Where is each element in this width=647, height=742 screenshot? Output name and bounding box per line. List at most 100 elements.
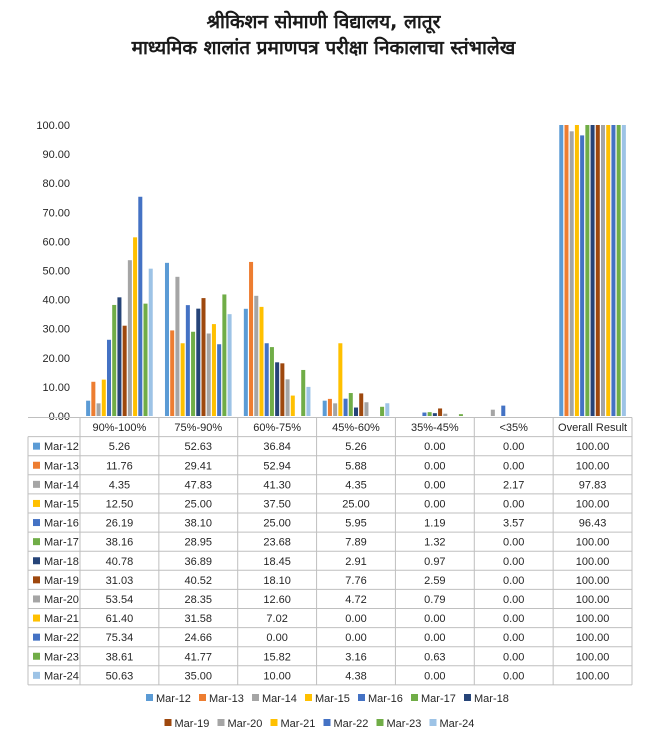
- data-label: 18.10: [263, 575, 291, 587]
- data-label: 41.30: [263, 479, 291, 491]
- bar: [564, 125, 569, 416]
- category-label: 90%-100%: [93, 422, 147, 434]
- data-label: 25.00: [263, 518, 291, 530]
- y-tick-label: 80.00: [42, 178, 70, 190]
- data-label: 7.89: [345, 537, 366, 549]
- data-label: 100.00: [576, 575, 610, 587]
- bar: [569, 131, 574, 416]
- data-label: 2.91: [345, 556, 366, 568]
- series-key: [33, 614, 40, 622]
- bar: [269, 347, 274, 416]
- bar: [322, 400, 327, 416]
- data-label: 0.00: [503, 537, 524, 549]
- bar: [348, 393, 353, 416]
- series-key: [33, 442, 40, 450]
- bar: [211, 324, 216, 416]
- category-label: 45%-60%: [332, 422, 380, 434]
- bar: [595, 125, 600, 416]
- data-label: 0.79: [424, 594, 445, 606]
- data-label: 4.38: [345, 670, 366, 682]
- series-name: Mar-13: [44, 460, 79, 472]
- data-label: 100.00: [576, 556, 610, 568]
- bar: [101, 379, 106, 417]
- legend-key: [217, 719, 225, 726]
- bar: [201, 298, 206, 416]
- legend-label: Mar-23: [387, 718, 422, 730]
- bar: [217, 344, 222, 416]
- data-label: 3.16: [345, 651, 366, 663]
- data-label: 35.00: [185, 670, 213, 682]
- data-label: 28.95: [185, 537, 213, 549]
- data-label: 0.00: [503, 632, 524, 644]
- series-name: Mar-21: [44, 613, 79, 625]
- bar: [143, 303, 148, 416]
- bar: [259, 306, 264, 417]
- data-label: 1.19: [424, 518, 445, 530]
- category-label: Overall Result: [558, 422, 627, 434]
- data-label: 31.03: [106, 575, 134, 587]
- data-label: 36.84: [263, 441, 291, 453]
- data-label: 61.40: [106, 613, 134, 625]
- legend-key: [464, 694, 471, 701]
- series-name: Mar-12: [44, 441, 79, 453]
- bar: [275, 362, 280, 416]
- series-name: Mar-22: [44, 632, 79, 644]
- data-label: 0.00: [503, 670, 524, 682]
- legend-key: [323, 719, 331, 726]
- legend-label: Mar-18: [474, 693, 509, 705]
- data-label: 4.35: [109, 479, 130, 491]
- data-label: 25.00: [342, 498, 370, 510]
- data-label: 7.76: [345, 575, 366, 587]
- data-label: 0.00: [424, 479, 445, 491]
- y-tick-label: 60.00: [42, 236, 70, 248]
- legend-key: [358, 694, 365, 701]
- y-tick-label: 100.00: [36, 120, 70, 132]
- data-label: 5.26: [109, 441, 130, 453]
- bar: [380, 406, 385, 416]
- bar: [264, 343, 269, 416]
- category-label: 35%-45%: [411, 422, 459, 434]
- legend-key: [164, 719, 172, 726]
- bar: [222, 294, 227, 416]
- y-tick-label: 30.00: [42, 324, 70, 336]
- legend-label: Mar-24: [440, 718, 475, 730]
- series-key: [33, 538, 40, 546]
- series-name: Mar-17: [44, 537, 79, 549]
- y-tick-label: 50.00: [42, 266, 70, 278]
- series-key: [33, 519, 40, 527]
- bar: [432, 413, 437, 416]
- bar: [443, 413, 448, 416]
- bar: [206, 333, 211, 416]
- bar: [280, 363, 285, 416]
- data-label: 100.00: [576, 613, 610, 625]
- data-label: 0.00: [424, 460, 445, 472]
- legend-label: Mar-12: [156, 693, 191, 705]
- category-label: 60%-75%: [253, 422, 301, 434]
- data-label: 0.63: [424, 651, 445, 663]
- bar: [175, 276, 180, 416]
- bar: [343, 398, 348, 416]
- bar: [86, 400, 91, 416]
- legend-key: [146, 694, 153, 701]
- series-key: [33, 480, 40, 488]
- data-label: 0.97: [424, 556, 445, 568]
- data-label: 0.00: [266, 632, 287, 644]
- data-label: 0.00: [424, 670, 445, 682]
- data-label: 100.00: [576, 498, 610, 510]
- series-name: Mar-16: [44, 518, 79, 530]
- data-label: 11.76: [106, 460, 133, 472]
- data-label: 50.63: [106, 670, 134, 682]
- bar: [333, 403, 338, 416]
- data-label: 38.61: [106, 651, 134, 663]
- data-label: 0.00: [503, 460, 524, 472]
- data-label: 41.77: [185, 651, 213, 663]
- legend-key: [429, 719, 437, 726]
- category-label: <35%: [499, 422, 528, 434]
- legend-label: Mar-22: [334, 718, 369, 730]
- bar: [170, 330, 175, 416]
- data-label: 29.41: [185, 460, 213, 472]
- series-name: Mar-19: [44, 575, 79, 587]
- bar: [164, 262, 169, 416]
- data-label: 5.95: [345, 518, 366, 530]
- legend-label: Mar-19: [175, 718, 210, 730]
